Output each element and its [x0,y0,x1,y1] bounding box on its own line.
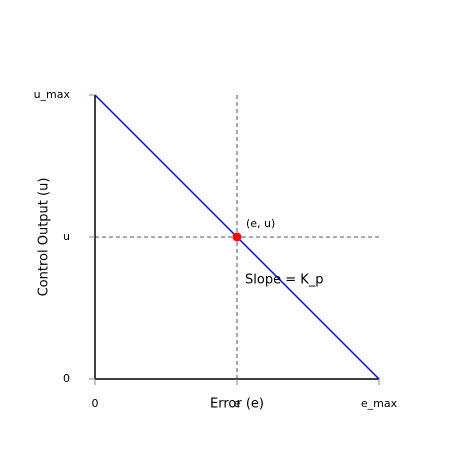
point-label: (e, u) [246,217,275,230]
y-axis-label: Control Output (u) [37,178,52,297]
point [232,232,242,242]
y-tick-label: u_max [34,88,71,101]
y-tick-label: 0 [63,372,70,385]
x-tick-label: e [234,397,241,410]
y-tick-label: u [63,230,70,243]
x-tick-label: 0 [92,397,99,410]
x-tick-label: e_max [361,397,398,410]
x-axis-label: Error (e) [210,397,264,412]
annotation: Slope = K_p [245,273,324,288]
